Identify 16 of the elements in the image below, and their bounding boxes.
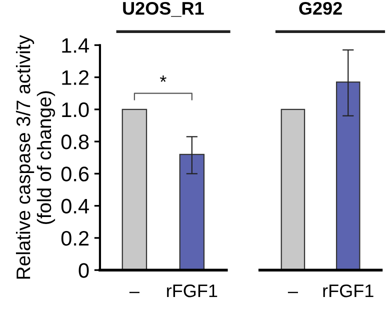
x-tick-label: rFGF1 [323, 284, 374, 298]
y-tick-label: 0.2 [61, 230, 89, 246]
y-axis-title: Relative caspase 3/7 activity (fold of change) [16, 34, 56, 279]
y-tick-label: 1.2 [62, 70, 89, 85]
annotation: * [160, 76, 166, 82]
y-tick-label: 0.6 [61, 166, 89, 182]
y-tick-label: 0.4 [61, 198, 89, 214]
y-tick-label: 1.4 [62, 38, 89, 53]
x-tick-label: – [129, 292, 140, 294]
x-tick-label: – [288, 292, 298, 294]
y-tick-label: 0.8 [61, 134, 89, 150]
chart-title: G292 [299, 2, 342, 15]
y-tick-label: 1.0 [62, 102, 89, 118]
x-tick-label: rFGF1 [167, 284, 218, 298]
chart-title: U2OS_R1 [123, 2, 204, 17]
y-tick-label: 0 [78, 263, 89, 278]
